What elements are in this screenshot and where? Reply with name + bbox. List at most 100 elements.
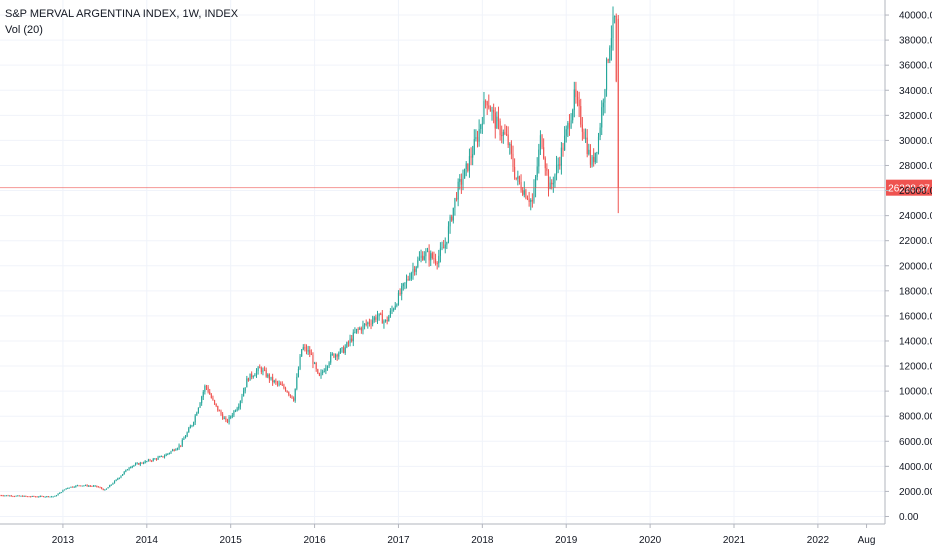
candle-body xyxy=(60,492,62,494)
candle-body xyxy=(233,410,235,416)
candle-body xyxy=(102,488,104,490)
candle-body xyxy=(412,268,414,274)
candle-body xyxy=(570,120,572,128)
candle-body xyxy=(565,129,567,136)
candle-body xyxy=(178,445,180,449)
candle-body xyxy=(439,248,441,256)
candle-body xyxy=(78,485,80,487)
candle-body xyxy=(449,216,451,227)
candle-body xyxy=(586,137,588,155)
candle-body xyxy=(523,190,525,195)
candle-body xyxy=(504,132,506,134)
candle-body xyxy=(91,485,93,487)
candle-body xyxy=(25,495,27,497)
candle-body xyxy=(551,182,553,185)
candle-body xyxy=(547,170,550,190)
candle-body xyxy=(134,463,137,466)
candle-body xyxy=(339,348,341,354)
x-tick-label: 2019 xyxy=(555,535,578,546)
candle-body xyxy=(226,419,229,423)
candle-body xyxy=(407,279,409,281)
candle-body xyxy=(255,370,258,376)
candle-body xyxy=(193,422,195,426)
y-tick-label: 38000.00 xyxy=(899,36,932,47)
candle-body xyxy=(467,163,469,171)
candle-body xyxy=(280,383,282,385)
candle-body xyxy=(162,456,164,458)
candle-body xyxy=(617,18,619,188)
candle-body xyxy=(207,387,209,392)
candle-body xyxy=(610,38,612,48)
y-tick-label: 2000.00 xyxy=(899,487,932,498)
candle-body xyxy=(597,136,600,153)
candle-body xyxy=(462,178,464,185)
candle-body xyxy=(409,278,411,280)
candle-body xyxy=(346,342,348,348)
candle-body xyxy=(573,89,575,111)
candle-body xyxy=(594,152,596,163)
candle-body xyxy=(373,317,375,321)
candle-body xyxy=(281,384,283,386)
candle-body xyxy=(86,485,88,487)
candle-body xyxy=(115,479,117,481)
candle-body xyxy=(447,226,450,242)
x-tick-label: 2016 xyxy=(303,535,326,546)
candle-body xyxy=(125,469,127,472)
candle-body xyxy=(530,199,532,202)
candle-body xyxy=(270,376,272,380)
candle-body xyxy=(488,105,490,108)
candle-body xyxy=(460,179,462,185)
candle-body xyxy=(314,362,316,364)
candle-body xyxy=(228,416,230,423)
candle-body xyxy=(199,403,201,408)
candle-body xyxy=(470,156,472,158)
candle-body xyxy=(52,496,54,498)
candle-body xyxy=(509,144,511,146)
candle-body xyxy=(210,394,212,398)
candle-body xyxy=(588,149,590,155)
volume-label: Vol (20) xyxy=(5,24,43,36)
candle-body xyxy=(326,366,329,369)
candle-body xyxy=(201,396,203,404)
candle-body xyxy=(152,458,154,461)
candle-body xyxy=(276,381,279,384)
candle-body xyxy=(246,378,248,388)
candle-body xyxy=(159,456,161,458)
candle-body xyxy=(222,414,224,419)
candle-body xyxy=(55,495,58,497)
candle-body xyxy=(180,445,182,447)
candle-body xyxy=(601,107,603,128)
candle-body xyxy=(213,400,216,404)
candle-body xyxy=(370,323,372,325)
candle-body xyxy=(215,403,217,406)
candle-body xyxy=(478,129,480,142)
candle-body xyxy=(402,283,404,287)
candle-body xyxy=(238,406,240,409)
candle-body xyxy=(244,387,246,391)
candle-body xyxy=(204,385,206,392)
candle-body xyxy=(23,495,25,497)
candle-body xyxy=(428,250,430,261)
candle-body xyxy=(249,373,251,381)
candle-body xyxy=(384,319,387,321)
candle-body xyxy=(149,459,151,461)
candle-body xyxy=(451,216,453,221)
candle-body xyxy=(234,410,237,412)
candle-body xyxy=(468,156,471,171)
candle-body xyxy=(455,198,458,200)
candle-body xyxy=(334,354,337,358)
y-tick-label: 24000.00 xyxy=(899,211,932,222)
candle-body xyxy=(364,323,366,325)
candle-body xyxy=(76,485,78,487)
candle-body xyxy=(375,317,377,320)
candle-body xyxy=(272,376,274,383)
candle-body xyxy=(17,495,19,497)
candle-body xyxy=(13,496,16,498)
candle-body xyxy=(54,495,56,497)
y-tick-label: 30000.00 xyxy=(899,136,932,147)
candle-body xyxy=(614,15,616,17)
candle-body xyxy=(336,354,338,357)
candle-body xyxy=(388,316,390,322)
